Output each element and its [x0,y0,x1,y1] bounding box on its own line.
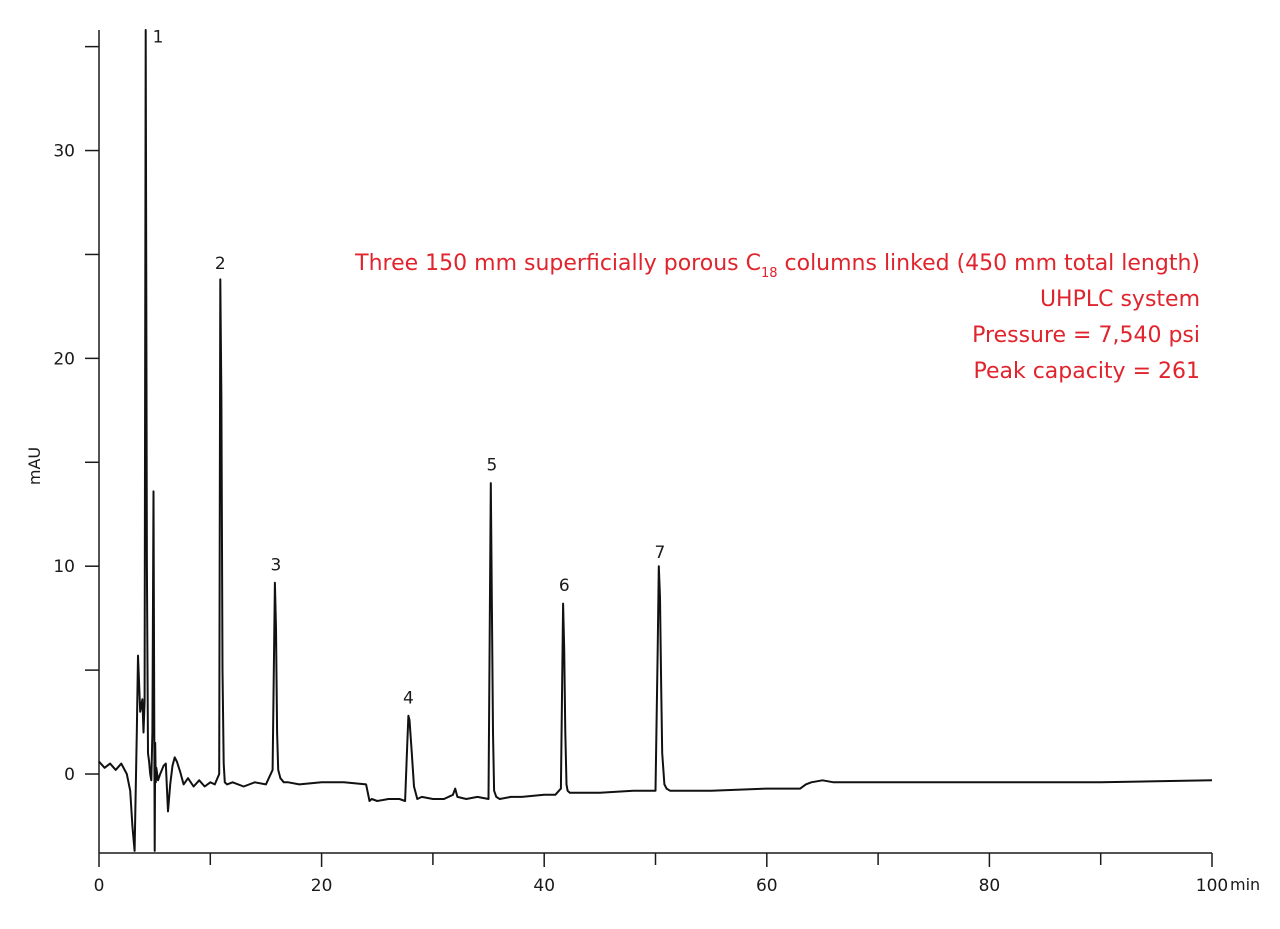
peak-label-6: 6 [559,576,570,596]
chromatogram-trace [98,29,1213,852]
conditions-annotation: Three 150 mm superficially porous C18 co… [354,251,1200,384]
x-tick-label: 40 [533,876,555,896]
annotation-line-1-part-2: columns linked (450 mm total length) [778,251,1200,276]
peak-label-1: 1 [153,27,164,47]
x-tick-label: 80 [979,876,1001,896]
peak-label-7: 7 [655,543,666,563]
x-tick-label: 20 [311,876,333,896]
peak-label-2: 2 [215,254,226,274]
peak-label-5: 5 [486,456,497,476]
y-tick-label: 30 [53,142,75,162]
annotation-line-1-part-1: Three 150 mm superficially porous C [354,251,761,276]
annotation-line-1: Three 150 mm superficially porous C18 co… [354,251,1200,281]
peak-label-4: 4 [403,688,414,708]
annotation-line-2: UHPLC system [1040,287,1200,312]
annotation-subscript: 18 [761,266,778,281]
y-tick-label: 20 [53,349,75,369]
y-axis-title: mAU [25,447,44,485]
peak-label-3: 3 [271,555,282,575]
y-tick-label: 10 [53,557,75,577]
x-axis-ticks: 0 20 40 60 80 100 [94,853,1228,896]
peak-labels: 1 2 3 4 5 6 7 [153,27,666,708]
annotation-line-3: Pressure = 7,540 psi [972,323,1200,348]
y-tick-label: 0 [64,765,75,785]
x-tick-label: 100 [1196,876,1228,896]
x-tick-label: 60 [756,876,778,896]
x-axis-unit-label: min [1230,875,1260,894]
y-axis-ticks: 0 10 20 30 [53,45,99,785]
annotation-line-4: Peak capacity = 261 [973,359,1200,384]
x-tick-label: 0 [94,876,105,896]
